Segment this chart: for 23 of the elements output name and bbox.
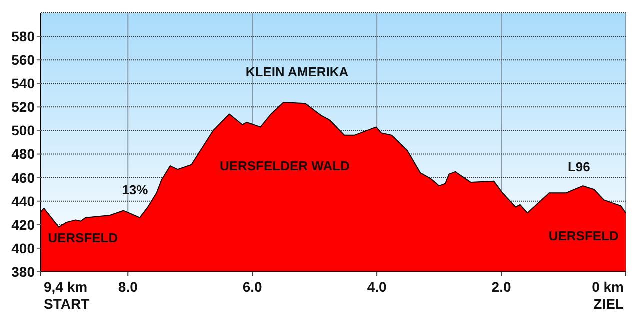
annotation: 13% <box>122 182 148 198</box>
y-tick-label: 520 <box>12 99 36 116</box>
y-tick-label: 560 <box>12 52 36 68</box>
y-tick-label: 420 <box>12 216 36 233</box>
annotation: UERSFELD <box>548 228 619 244</box>
x-tick-label: 4.0 <box>367 279 388 295</box>
y-tick-label: 480 <box>12 146 36 162</box>
y-tick-label: 440 <box>12 193 36 210</box>
annotation: UERSFELDER WALD <box>220 158 350 174</box>
annotation: KLEIN AMERIKA <box>246 64 349 80</box>
x-tick-label: 8.0 <box>118 279 138 295</box>
x-tick-label: 2.0 <box>492 279 512 295</box>
y-tick-label: 500 <box>12 122 36 139</box>
x-tick-label: 0 km ZIEL <box>592 279 624 312</box>
y-tick-label: 460 <box>12 170 36 186</box>
annotation: UERSFELD <box>48 230 118 246</box>
annotation: L96 <box>568 160 590 175</box>
y-tick-label: 380 <box>12 264 36 280</box>
y-tick-label: 540 <box>12 76 36 92</box>
x-tick-label: 6.0 <box>242 279 263 295</box>
y-tick-label: 580 <box>12 28 36 45</box>
y-tick-label: 400 <box>12 240 36 256</box>
x-tick-label: 9,4 km START <box>44 279 90 312</box>
